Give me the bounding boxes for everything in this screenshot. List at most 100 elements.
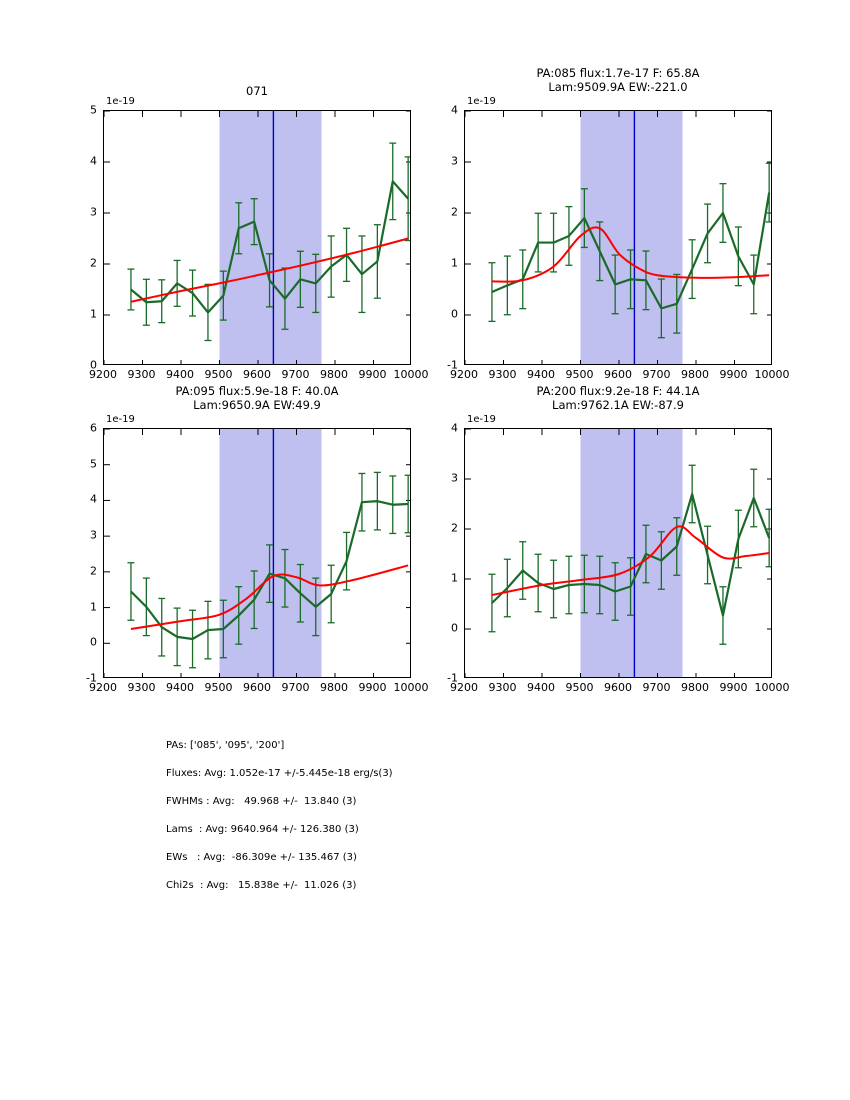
plot-area-085 bbox=[464, 110, 772, 365]
panel-title-200: PA:200 flux:9.2e-18 F: 44.1A Lam:9762.1A … bbox=[464, 384, 772, 412]
panel-title-line1: 071 bbox=[246, 84, 268, 98]
x-tick-label: 9300 bbox=[488, 681, 517, 694]
spectrum-line bbox=[130, 180, 409, 314]
x-tick-label: 9500 bbox=[565, 681, 594, 694]
summary-line: Lams : Avg: 9640.964 +/- 126.380 (3) bbox=[166, 824, 359, 835]
plot-area-200 bbox=[464, 428, 772, 678]
plot-area-071 bbox=[103, 110, 411, 365]
x-tick-label: 10000 bbox=[393, 368, 429, 381]
panel-title-line1: PA:085 flux:1.7e-17 F: 65.8A bbox=[536, 66, 700, 80]
model-fit-curve bbox=[491, 226, 770, 283]
spectrum-line bbox=[130, 500, 409, 641]
panel-title-line2: Lam:9650.9A EW:49.9 bbox=[193, 398, 321, 412]
panel-title-085: PA:085 flux:1.7e-17 F: 65.8A Lam:9509.9A … bbox=[464, 66, 772, 94]
x-tick-label: 9900 bbox=[719, 368, 748, 381]
x-tick-label: 9700 bbox=[642, 368, 671, 381]
x-tick-label: 9500 bbox=[204, 368, 233, 381]
plot-area-095 bbox=[103, 428, 411, 678]
y-tick-label: -1 bbox=[447, 358, 458, 372]
x-tick-label: 9700 bbox=[281, 368, 310, 381]
y-tick-label: 0 bbox=[451, 621, 458, 635]
x-tick-label: 9900 bbox=[358, 368, 387, 381]
x-tick-label: 9600 bbox=[243, 368, 271, 381]
panel-title-071: 071 bbox=[103, 84, 411, 98]
x-tick-label: 9300 bbox=[488, 368, 517, 381]
x-tick-label: 9500 bbox=[565, 368, 594, 381]
x-tick-label: 9400 bbox=[527, 681, 555, 694]
summary-line: FWHMs : Avg: 49.968 +/- 13.840 (3) bbox=[166, 796, 357, 807]
y-tick-label: 3 bbox=[451, 154, 458, 168]
x-tick-label: 9800 bbox=[681, 368, 709, 381]
x-tick-label: 9700 bbox=[281, 681, 310, 694]
y-tick-label: 6 bbox=[90, 421, 97, 435]
model-fit-curve bbox=[491, 525, 770, 596]
error-bar bbox=[127, 268, 135, 311]
x-tick-label: 9500 bbox=[204, 681, 233, 694]
spectrum-line bbox=[491, 192, 771, 310]
y-axis-exponent-label: 1e-19 bbox=[467, 414, 496, 425]
y-axis-exponent-label: 1e-19 bbox=[106, 414, 135, 425]
y-tick-label: 3 bbox=[90, 205, 97, 219]
x-tick-label: 9200 bbox=[450, 368, 478, 381]
y-tick-label: 3 bbox=[451, 471, 458, 485]
y-tick-label: 5 bbox=[90, 103, 97, 117]
y-tick-label: 5 bbox=[90, 457, 97, 471]
y-tick-label: 1 bbox=[90, 600, 97, 614]
x-tick-label: 9900 bbox=[719, 681, 748, 694]
spectrum-line bbox=[491, 492, 771, 617]
y-tick-label: -1 bbox=[86, 671, 97, 685]
y-tick-label: 2 bbox=[451, 205, 458, 219]
error-bar bbox=[765, 508, 771, 568]
x-tick-label: 9700 bbox=[642, 681, 671, 694]
panel-title-line1: PA:095 flux:5.9e-18 F: 40.0A bbox=[175, 384, 339, 398]
y-tick-label: 2 bbox=[90, 256, 97, 270]
y-tick-label: 4 bbox=[90, 492, 97, 506]
y-tick-label: 1 bbox=[90, 307, 97, 321]
panel-title-line2: Lam:9762.1A EW:-87.9 bbox=[552, 398, 684, 412]
line-window-band bbox=[219, 429, 322, 677]
y-tick-label: 4 bbox=[451, 421, 458, 435]
y-tick-label: 0 bbox=[451, 307, 458, 321]
line-window-band bbox=[580, 429, 683, 677]
x-tick-label: 10000 bbox=[754, 681, 790, 694]
x-tick-label: 9200 bbox=[89, 368, 117, 381]
y-tick-label: 1 bbox=[451, 256, 458, 270]
panel-title-095: PA:095 flux:5.9e-18 F: 40.0A Lam:9650.9A … bbox=[103, 384, 411, 412]
y-tick-label: 0 bbox=[90, 358, 97, 372]
summary-line: EWs : Avg: -86.309e +/- 135.467 (3) bbox=[166, 852, 357, 863]
error-bar bbox=[127, 562, 135, 621]
model-fit-curve bbox=[130, 564, 409, 630]
x-tick-label: 9600 bbox=[604, 681, 632, 694]
x-tick-label: 9900 bbox=[358, 681, 387, 694]
x-tick-label: 9800 bbox=[320, 368, 348, 381]
y-axis-exponent-label: 1e-19 bbox=[106, 96, 135, 107]
x-tick-label: 9600 bbox=[243, 681, 271, 694]
x-tick-label: 9200 bbox=[89, 681, 117, 694]
summary-line: PAs: ['085', '095', '200'] bbox=[166, 740, 285, 751]
x-tick-label: 9300 bbox=[127, 368, 156, 381]
y-tick-label: 0 bbox=[90, 635, 97, 649]
y-tick-label: 2 bbox=[90, 564, 97, 578]
summary-statistics-block: PAs: ['085', '095', '200'] Fluxes: Avg: 1… bbox=[166, 740, 393, 908]
y-tick-label: 2 bbox=[451, 521, 458, 535]
y-axis-exponent-label: 1e-19 bbox=[467, 96, 496, 107]
x-tick-label: 10000 bbox=[754, 368, 790, 381]
y-tick-label: 3 bbox=[90, 528, 97, 542]
x-tick-label: 9400 bbox=[166, 681, 194, 694]
summary-line: Fluxes: Avg: 1.052e-17 +/-5.445e-18 erg/… bbox=[166, 768, 393, 779]
x-tick-label: 9400 bbox=[166, 368, 194, 381]
x-tick-label: 9800 bbox=[681, 681, 709, 694]
y-tick-label: 4 bbox=[451, 103, 458, 117]
x-tick-label: 9300 bbox=[127, 681, 156, 694]
x-tick-label: 9200 bbox=[450, 681, 478, 694]
y-tick-label: -1 bbox=[447, 671, 458, 685]
panel-title-line2: Lam:9509.9A EW:-221.0 bbox=[548, 80, 688, 94]
line-window-band bbox=[580, 111, 683, 364]
summary-line: Chi2s : Avg: 15.838e +/- 11.026 (3) bbox=[166, 880, 357, 891]
panel-title-line1: PA:200 flux:9.2e-18 F: 44.1A bbox=[536, 384, 700, 398]
y-tick-label: 1 bbox=[451, 571, 458, 585]
x-tick-label: 9600 bbox=[604, 368, 632, 381]
y-tick-label: 4 bbox=[90, 154, 97, 168]
model-fit-curve bbox=[130, 237, 409, 303]
